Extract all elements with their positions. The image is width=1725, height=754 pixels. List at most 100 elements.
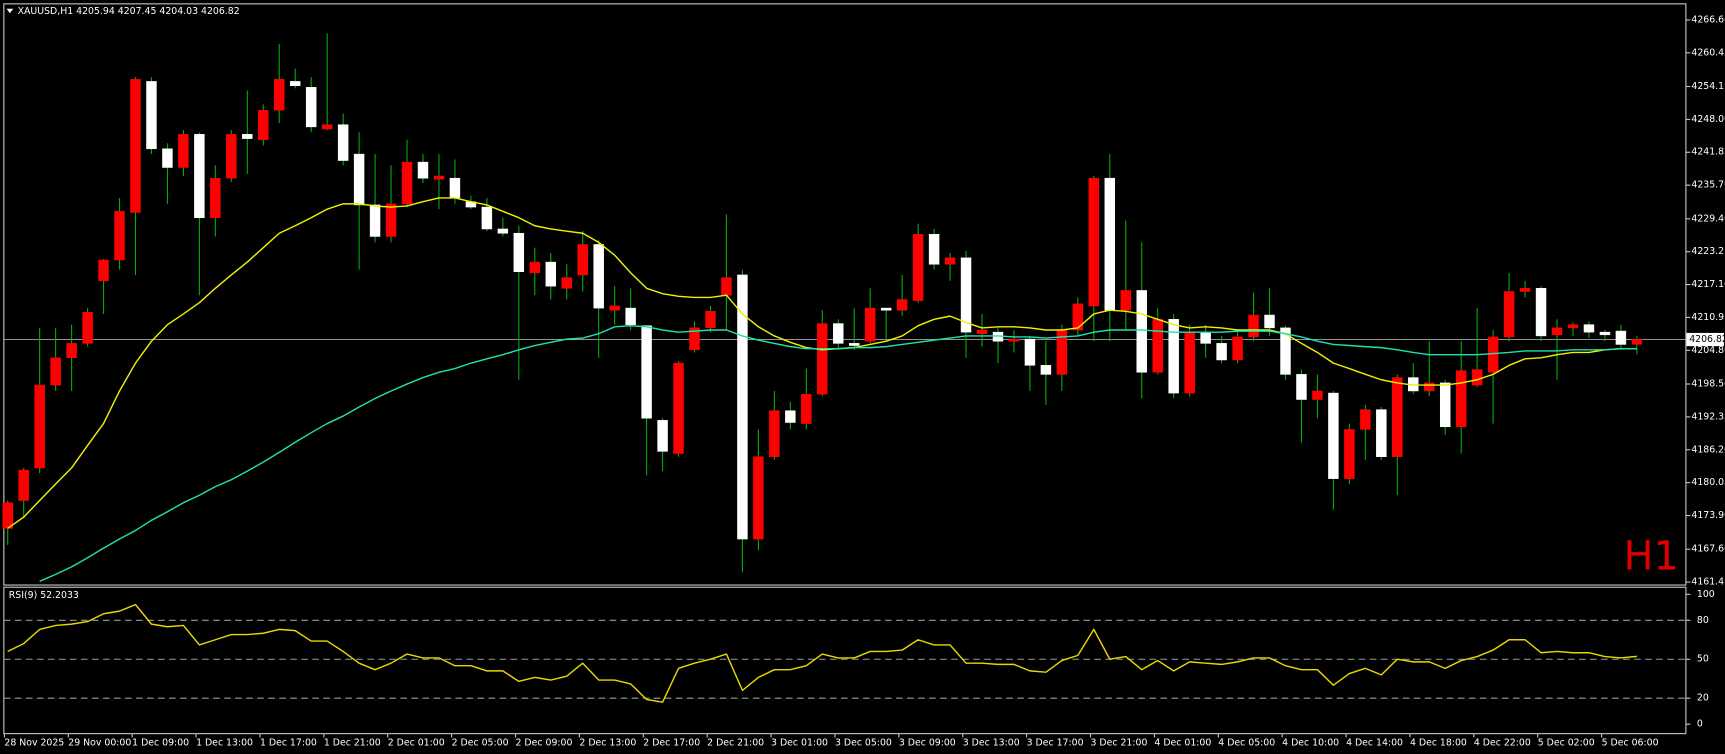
y-tick-label: 4260.45 xyxy=(1691,47,1725,58)
candle-body-down xyxy=(1200,331,1211,344)
candle-body-down xyxy=(785,410,796,423)
x-tick-label: 3 Dec 01:00 xyxy=(771,737,828,748)
candle-body-down xyxy=(1040,365,1052,375)
candle-body-down xyxy=(849,343,860,346)
y-tick-label: 4254.15 xyxy=(1691,81,1725,92)
chart-title: XAUUSD,H1 4205.94 4207.45 4204.03 4206.8… xyxy=(18,6,240,17)
y-tick-label: 100 xyxy=(1697,589,1715,600)
candle-body-up xyxy=(1344,429,1355,479)
candle-body-down xyxy=(497,228,509,234)
candle-body-up xyxy=(609,305,620,311)
candle-body-down xyxy=(194,134,205,219)
candle-body-down xyxy=(960,257,972,333)
x-tick-label: 1 Dec 21:00 xyxy=(324,737,381,748)
candle-body-down xyxy=(449,177,461,199)
candle-body-down xyxy=(1615,330,1627,345)
candle-body-down xyxy=(481,206,493,230)
y-tick-label: 4217.10 xyxy=(1691,279,1725,290)
candle-body-down xyxy=(880,307,892,311)
candle-body-down xyxy=(545,261,556,287)
x-tick-label: 2 Dec 21:00 xyxy=(707,737,764,748)
y-tick-label: 50 xyxy=(1697,654,1709,665)
candle-body-down xyxy=(242,134,253,139)
candle-body-down xyxy=(1168,319,1179,394)
y-tick-label: 4204.80 xyxy=(1691,345,1725,356)
candle-body-down xyxy=(1439,382,1451,428)
candle-body-up xyxy=(912,234,924,301)
x-tick-label: 2 Dec 17:00 xyxy=(643,737,700,748)
y-tick-label: 4198.50 xyxy=(1691,379,1725,390)
y-tick-label: 4235.70 xyxy=(1691,180,1725,191)
candle-body-down xyxy=(1136,290,1147,373)
candle-body-down xyxy=(641,325,652,419)
y-tick-label: 4223.25 xyxy=(1691,246,1725,257)
candle-body-up xyxy=(1072,303,1084,331)
candle-body-up xyxy=(1551,327,1563,336)
candle-body-up xyxy=(1471,369,1483,386)
candle-body-down xyxy=(513,232,525,273)
x-tick-label: 29 Nov 00:00 xyxy=(68,737,131,748)
x-tick-label: 2 Dec 05:00 xyxy=(452,737,509,748)
y-tick-label: 4192.35 xyxy=(1691,411,1725,422)
x-tick-label: 5 Dec 02:00 xyxy=(1538,737,1595,748)
candle-body-up xyxy=(433,175,445,180)
candle-body-up xyxy=(944,257,956,265)
candle-body-down xyxy=(305,87,317,128)
candle-body-up xyxy=(529,261,541,274)
candle-body-up xyxy=(50,357,61,386)
y-tick-label: 4241.85 xyxy=(1691,147,1725,158)
candle-body-up xyxy=(1120,290,1131,311)
candle-body-up xyxy=(721,277,732,296)
x-tick-label: 2 Dec 13:00 xyxy=(579,737,636,748)
main-panel-frame xyxy=(3,3,1687,586)
y-tick-label: 20 xyxy=(1697,693,1709,704)
y-tick-label: 4161.45 xyxy=(1691,577,1725,588)
candle-body-up xyxy=(1152,319,1163,373)
x-tick-label: 3 Dec 13:00 xyxy=(963,737,1020,748)
candle-body-down xyxy=(1376,409,1387,457)
candle-body-up xyxy=(82,312,93,344)
candle-body-down xyxy=(146,81,157,150)
candle-body-down xyxy=(1280,327,1291,375)
y-tick-label: 4248.00 xyxy=(1691,114,1725,125)
x-tick-label: 3 Dec 09:00 xyxy=(899,737,956,748)
candle-body-down xyxy=(353,153,365,206)
candle-body-down xyxy=(833,323,844,344)
candle-body-up xyxy=(18,469,29,501)
candle-body-down xyxy=(369,204,381,237)
candle-body-up xyxy=(274,79,285,111)
x-tick-label: 28 Nov 2025 xyxy=(4,737,64,748)
x-tick-label: 4 Dec 01:00 xyxy=(1154,737,1211,748)
candle-body-up xyxy=(34,384,45,469)
moving-average-line xyxy=(39,324,1637,582)
candle-body-up xyxy=(864,307,876,342)
candle-body-up xyxy=(1184,331,1195,394)
timeframe-label: H1 xyxy=(1624,534,1679,580)
candle-body-up xyxy=(817,323,828,395)
x-tick-label: 4 Dec 22:00 xyxy=(1474,737,1531,748)
candle-body-up xyxy=(401,161,413,205)
y-tick-label: 4266.60 xyxy=(1691,14,1725,25)
candle-body-down xyxy=(1535,288,1547,337)
candle-body-down xyxy=(162,148,173,168)
candle-body-up xyxy=(1631,339,1643,345)
candle-body-up xyxy=(2,502,13,529)
candle-body-down xyxy=(1328,392,1339,479)
x-tick-label: 3 Dec 05:00 xyxy=(835,737,892,748)
candle-body-down xyxy=(593,244,604,309)
x-tick-label: 5 Dec 06:00 xyxy=(1602,737,1659,748)
candle-body-up xyxy=(1455,370,1467,428)
candle-body-up xyxy=(1392,377,1403,457)
candle-body-up xyxy=(1503,291,1515,338)
candle-body-up xyxy=(1232,336,1243,361)
current-price-label: 4206.82 xyxy=(1689,334,1725,345)
menu-arrow xyxy=(6,8,14,14)
x-tick-label: 4 Dec 10:00 xyxy=(1282,737,1339,748)
candle-body-up xyxy=(178,134,189,168)
candle-body-down xyxy=(1024,338,1036,366)
y-tick-label: 4229.40 xyxy=(1691,213,1725,224)
rsi-panel-frame xyxy=(3,586,1687,735)
candle-body-down xyxy=(737,274,748,540)
